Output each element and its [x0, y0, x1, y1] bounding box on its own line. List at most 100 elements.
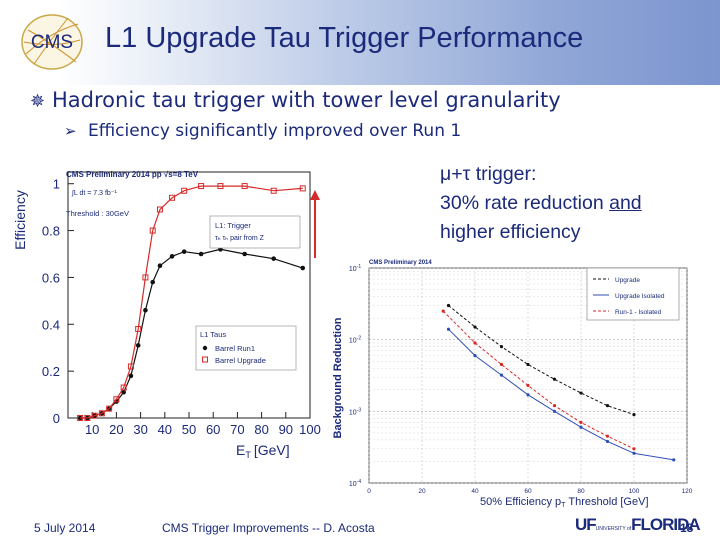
- eff-point-upgrade: [149, 227, 156, 234]
- eff-xlabel: ET [GeV]: [236, 442, 290, 460]
- asterisk-bullet-icon: ✵: [30, 91, 46, 112]
- bg-point-series-1: [672, 458, 676, 462]
- eff-xtick-label: 90: [279, 422, 293, 437]
- bg-xtick-label: 120: [682, 488, 693, 495]
- bg-series-line-2: [442, 310, 635, 450]
- eff-threshold: Threshold : 30GeV: [66, 209, 129, 218]
- bg-point-series-2: [473, 341, 477, 345]
- eff-lumi: ∫L dt = 7.3 fb⁻¹: [71, 190, 118, 197]
- bg-point-series-2: [552, 404, 557, 408]
- uf-logo: UFUNIVERSITY ofFLORIDA: [575, 515, 701, 534]
- bg-ytick-label: 10-4: [349, 479, 361, 488]
- bg-legend-upgrade-iso-label: Upgrade Isolated: [615, 293, 665, 300]
- bullet-main-text: Hadronic tau trigger with tower level gr…: [52, 88, 561, 112]
- eff-point-upgrade: [84, 415, 91, 421]
- bg-legend-box: [586, 267, 680, 321]
- eff-plot-area: 0 0.2 0.4 0.6 0.8 1 10 20 30 40 50 60 70 80 90 100: [42, 171, 321, 437]
- header-band: [0, 0, 720, 85]
- eff-xtick-label: 80: [254, 422, 268, 437]
- bg-point-series-1: [526, 393, 530, 397]
- eff-xtick-label: 10: [85, 422, 99, 437]
- eff-point-run1: [181, 249, 187, 254]
- eff-ytick-label: 0.6: [42, 270, 60, 285]
- bg-header: CMS Preliminary 2014: [369, 260, 432, 266]
- eff-annotation-box: [209, 215, 301, 249]
- eff-legend-run1-label: Barrel Run1: [215, 344, 255, 353]
- footer-center: CMS Trigger Improvements -- D. Acosta: [162, 521, 375, 535]
- eff-point-upgrade: [98, 410, 105, 417]
- eff-point-upgrade: [106, 405, 113, 412]
- arrow-bullet-icon: ➢: [64, 122, 77, 140]
- eff-point-upgrade: [135, 325, 142, 332]
- eff-point-upgrade: [217, 183, 224, 190]
- eff-series-line-1: [80, 185, 303, 419]
- eff-point-upgrade: [91, 412, 98, 419]
- eff-xtick-label: 70: [230, 422, 244, 437]
- eff-point-upgrade: [181, 187, 188, 194]
- bg-xlabel: 50% Efficiency pT Threshold [GeV]: [480, 496, 649, 509]
- eff-point-upgrade: [299, 185, 306, 192]
- eff-point-upgrade: [156, 206, 163, 213]
- eff-point-run1: [135, 343, 141, 348]
- bg-legend-upgrade-label: Upgrade: [615, 277, 640, 284]
- eff-point-upgrade: [127, 363, 134, 370]
- eff-point-upgrade: [120, 384, 127, 391]
- footer-date: 5 July 2014: [34, 521, 96, 535]
- bg-point-series-1: [499, 373, 504, 377]
- eff-point-upgrade: [198, 183, 205, 190]
- bg-point-series-2: [605, 434, 610, 438]
- eff-point-run1: [271, 256, 277, 261]
- eff-legend-box: [195, 325, 297, 371]
- bg-point-series-0: [605, 404, 610, 408]
- eff-legend-title: L1 Taus: [200, 330, 226, 339]
- note-line2: 30% rate reduction and: [440, 192, 642, 214]
- eff-point-run1: [128, 373, 134, 379]
- efficiency-chart: 0 0.2 0.4 0.6 0.8 1 10 20 30 40 50 60 70 80 90 100 Effi…: [12, 170, 321, 460]
- bg-ytick-label: 10-3: [349, 407, 361, 416]
- eff-xtick-label: 30: [133, 422, 147, 437]
- eff-ylabel: Efficiency: [12, 190, 28, 250]
- bg-point-series-0: [579, 391, 583, 395]
- bg-point-series-0: [632, 413, 636, 417]
- background-reduction-chart: 10-4 10-3 10-2 10-1 0 20 40 60 80 100 120 Backgrou…: [332, 248, 695, 510]
- eff-ytick-label: 0.4: [42, 317, 60, 332]
- eff-point-run1: [77, 415, 83, 421]
- eff-xtick-label: 20: [109, 422, 123, 437]
- bg-point-series-2: [579, 420, 583, 425]
- bg-point-series-2: [526, 383, 530, 388]
- bg-point-series-0: [446, 303, 451, 308]
- bg-xtick-label: 100: [629, 488, 640, 495]
- eff-point-run1: [157, 263, 163, 269]
- bg-point-series-1: [632, 451, 636, 455]
- bg-xtick-label: 0: [367, 488, 371, 495]
- eff-ytick-label: 0.8: [42, 224, 60, 239]
- eff-axes-frame: [67, 171, 311, 419]
- bullet-sub-text: Efficiency significantly improved over R…: [88, 121, 462, 141]
- bg-point-series-0: [499, 345, 504, 349]
- slide-title: L1 Upgrade Tau Trigger Performance: [105, 22, 584, 54]
- bg-ytick-label: 10-1: [349, 264, 361, 273]
- eff-annotation: L1: Trigger: [215, 221, 251, 230]
- note-line1: μ+τ trigger:: [440, 163, 537, 185]
- eff-legend-upgrade-marker: [202, 356, 208, 363]
- bg-point-series-1: [473, 353, 477, 358]
- bullet-main: ✵ Hadronic tau trigger with tower level g…: [30, 88, 561, 112]
- note-line3: higher efficiency: [440, 221, 581, 243]
- eff-point-run1: [169, 254, 175, 259]
- eff-point-upgrade: [142, 274, 149, 281]
- eff-point-upgrade: [113, 396, 120, 403]
- bg-point-series-1: [579, 425, 583, 429]
- eff-annotation2: τₕ τₕ pair from Z: [215, 235, 265, 242]
- bg-xtick-label: 20: [418, 488, 426, 495]
- eff-point-upgrade: [169, 194, 176, 201]
- eff-ytick-label: 0.2: [42, 364, 60, 379]
- eff-point-upgrade: [270, 187, 277, 194]
- eff-xtick-label: 100: [299, 422, 321, 437]
- bg-point-series-0: [552, 377, 557, 381]
- bg-xtick-label: 60: [524, 488, 532, 495]
- bg-point-series-1: [605, 439, 610, 444]
- eff-point-run1: [150, 279, 155, 285]
- eff-point-run1: [198, 251, 204, 257]
- eff-point-run1: [143, 307, 148, 313]
- bg-xtick-label: 40: [471, 488, 479, 495]
